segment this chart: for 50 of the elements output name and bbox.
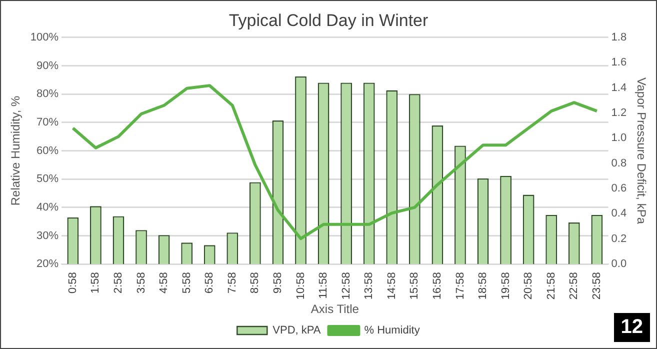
y-tick-label: 50%	[36, 173, 59, 186]
x-tick-label: 15:58	[408, 272, 421, 300]
x-tick-label: 14:58	[386, 272, 398, 300]
x-tick-label: 3:58	[135, 272, 148, 294]
x-tick-label: 8:58	[249, 272, 262, 294]
y-tick-label: 80%	[36, 88, 59, 100]
y2-tick-label: 1.0	[611, 132, 627, 144]
legend-label: VPD, kPA	[272, 324, 322, 337]
x-tick-label: 20:58	[522, 272, 535, 300]
y2-tick-label: 0.8	[611, 157, 627, 170]
x-tick-label: 4:58	[158, 272, 170, 294]
x-tick-label: 5:58	[180, 272, 193, 294]
y-tick-label: 100%	[30, 31, 59, 44]
y2-tick-label: 1.6	[611, 56, 627, 69]
y2-tick-label: 1.2	[611, 106, 627, 119]
x-tick-label: 7:58	[226, 272, 238, 294]
y2-tick-label: 1.4	[611, 82, 627, 94]
x-tick-label: 13:58	[363, 272, 376, 300]
y-tick-label: 30%	[36, 230, 59, 242]
y-tick-label: 20%	[36, 258, 59, 270]
x-tick-label: 0:58	[66, 272, 79, 294]
legend-label: % Humidity	[364, 324, 420, 337]
x-tick-label: 6:58	[204, 272, 216, 294]
y2-axis-title: Vapor Pressure Deficit, kPa	[634, 77, 648, 224]
x-tick-label: 12:58	[340, 272, 352, 300]
x-axis-title: Axis Title	[310, 302, 360, 316]
y2-tick-label: 0.4	[611, 208, 627, 220]
chart-title: Typical Cold Day in Winter	[228, 10, 429, 30]
y2-tick-label: 0.0	[611, 258, 627, 270]
y-tick-label: 70%	[36, 116, 59, 128]
x-tick-label: 9:58	[272, 272, 284, 294]
y2-tick-label: 1.8	[611, 31, 627, 44]
x-tick-label: 22:58	[568, 272, 580, 300]
y-tick-label: 40%	[36, 201, 59, 214]
x-tick-label: 21:58	[545, 272, 558, 300]
text: 12	[614, 313, 650, 342]
x-tick-label: 10:58	[294, 272, 307, 300]
x-tick-label: 1:58	[90, 272, 102, 294]
x-tick-label: 11:58	[318, 272, 330, 299]
y-tick-label: 90%	[36, 60, 59, 72]
y2-tick-label: 0.6	[611, 182, 627, 195]
y-tick-label: 60%	[36, 144, 59, 157]
x-tick-label: 23:58	[590, 272, 603, 300]
x-tick-label: 2:58	[112, 272, 125, 294]
y2-tick-label: 0.2	[611, 232, 627, 245]
x-tick-label: 16:58	[431, 272, 444, 300]
x-tick-label: 19:58	[500, 272, 512, 300]
y-axis-title: Relative Humidity, %	[8, 96, 23, 206]
x-tick-label: 18:58	[477, 272, 490, 300]
x-tick-label: 17:58	[454, 272, 466, 300]
